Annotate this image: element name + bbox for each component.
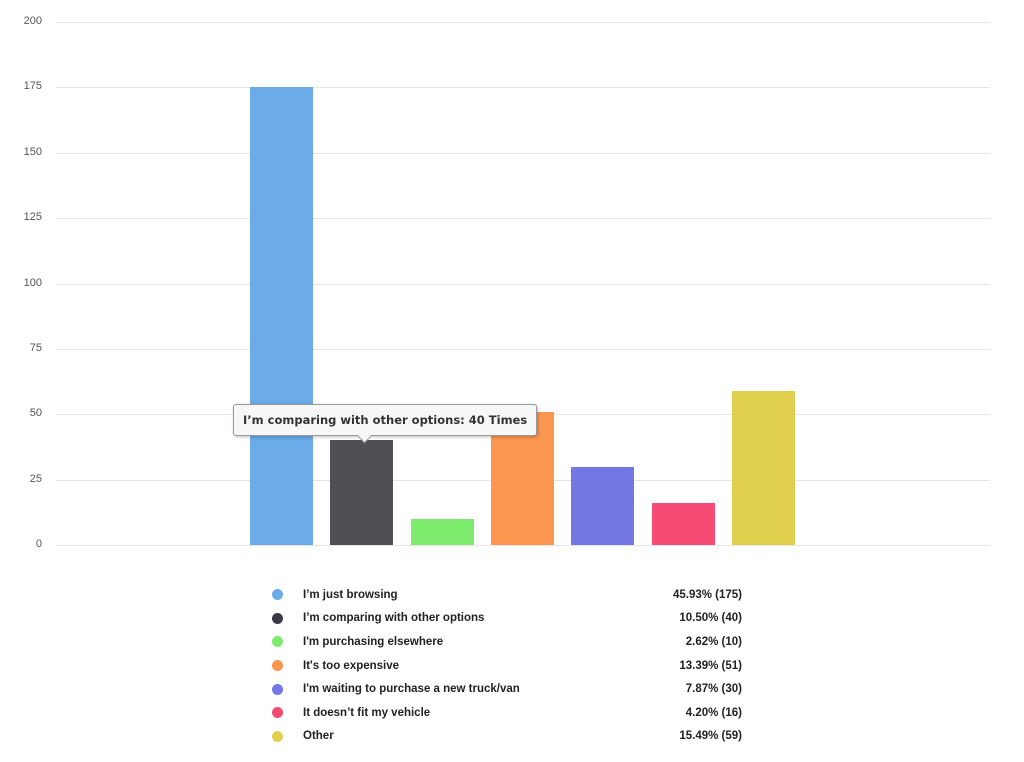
gridline-150 xyxy=(56,153,990,154)
legend-label: I’m comparing with other options xyxy=(303,612,485,625)
legend-item-just-browsing[interactable]: I’m just browsing 45.93% (175) xyxy=(268,583,748,607)
legend-dot-icon xyxy=(272,636,283,648)
legend-value: 45.93% (175) xyxy=(672,588,742,601)
y-tick-label: 200 xyxy=(23,15,42,27)
bar[interactable] xyxy=(731,390,795,545)
bar[interactable] xyxy=(330,440,394,545)
gridline-75 xyxy=(56,349,990,350)
y-tick-label: 125 xyxy=(23,211,42,223)
y-tick-label: 25 xyxy=(29,473,42,485)
y-tick-label: 175 xyxy=(23,80,42,92)
legend-label: I'm waiting to purchase a new truck/van xyxy=(303,683,520,696)
gridline-175 xyxy=(56,87,990,88)
legend-value: 4.20% (16) xyxy=(685,706,742,719)
legend-value: 13.39% (51) xyxy=(679,659,742,672)
bar[interactable] xyxy=(410,518,474,545)
legend-value: 2.62% (10) xyxy=(685,635,742,648)
bar[interactable] xyxy=(651,503,715,545)
legend-item-too-expensive[interactable]: It's too expensive 13.39% (51) xyxy=(268,654,748,678)
legend-item-doesnt-fit[interactable]: It doesn’t fit my vehicle 4.20% (16) xyxy=(268,701,748,725)
y-tick-label: 100 xyxy=(23,277,42,289)
gridline-0 xyxy=(56,545,990,546)
legend-value: 7.87% (30) xyxy=(685,683,742,696)
bar-chart: 200 175 150 125 100 75 50 25 0 I’m compa… xyxy=(23,15,990,550)
gridline-100 xyxy=(56,284,990,285)
y-tick-label: 0 xyxy=(35,538,42,550)
legend-value: 15.49% (59) xyxy=(679,730,742,743)
bar[interactable] xyxy=(250,87,313,545)
legend-item-waiting-new-truck[interactable]: I'm waiting to purchase a new truck/van … xyxy=(268,677,748,701)
bar[interactable] xyxy=(571,466,635,545)
legend-label: It's too expensive xyxy=(303,659,400,672)
legend-dot-icon xyxy=(272,683,283,695)
legend: I’m just browsing 45.93% (175) I’m compa… xyxy=(268,583,748,748)
legend-dot-icon xyxy=(272,612,283,624)
bar-tooltip: I’m comparing with other options: 40 Tim… xyxy=(233,404,538,444)
legend-label: I’m just browsing xyxy=(303,588,398,601)
legend-label: I'm purchasing elsewhere xyxy=(303,635,444,648)
legend-value: 10.50% (40) xyxy=(679,612,742,625)
legend-label: Other xyxy=(303,730,334,743)
legend-item-other[interactable]: Other 15.49% (59) xyxy=(268,725,748,749)
gridline-125 xyxy=(56,218,990,219)
tooltip-text: I’m comparing with other options: 40 Tim… xyxy=(243,413,528,427)
legend-item-comparing[interactable]: I’m comparing with other options 10.50% … xyxy=(268,607,748,631)
legend-dot-icon xyxy=(272,730,283,742)
y-tick-label: 50 xyxy=(29,407,42,419)
legend-label: It doesn’t fit my vehicle xyxy=(303,706,431,719)
legend-item-purchasing-elsewhere[interactable]: I'm purchasing elsewhere 2.62% (10) xyxy=(268,630,748,654)
legend-dot-icon xyxy=(272,589,283,601)
legend-dot-icon xyxy=(272,660,283,672)
y-tick-label: 75 xyxy=(29,342,42,354)
gridline-200 xyxy=(56,22,990,23)
y-tick-label: 150 xyxy=(23,146,42,158)
legend-dot-icon xyxy=(272,707,283,719)
